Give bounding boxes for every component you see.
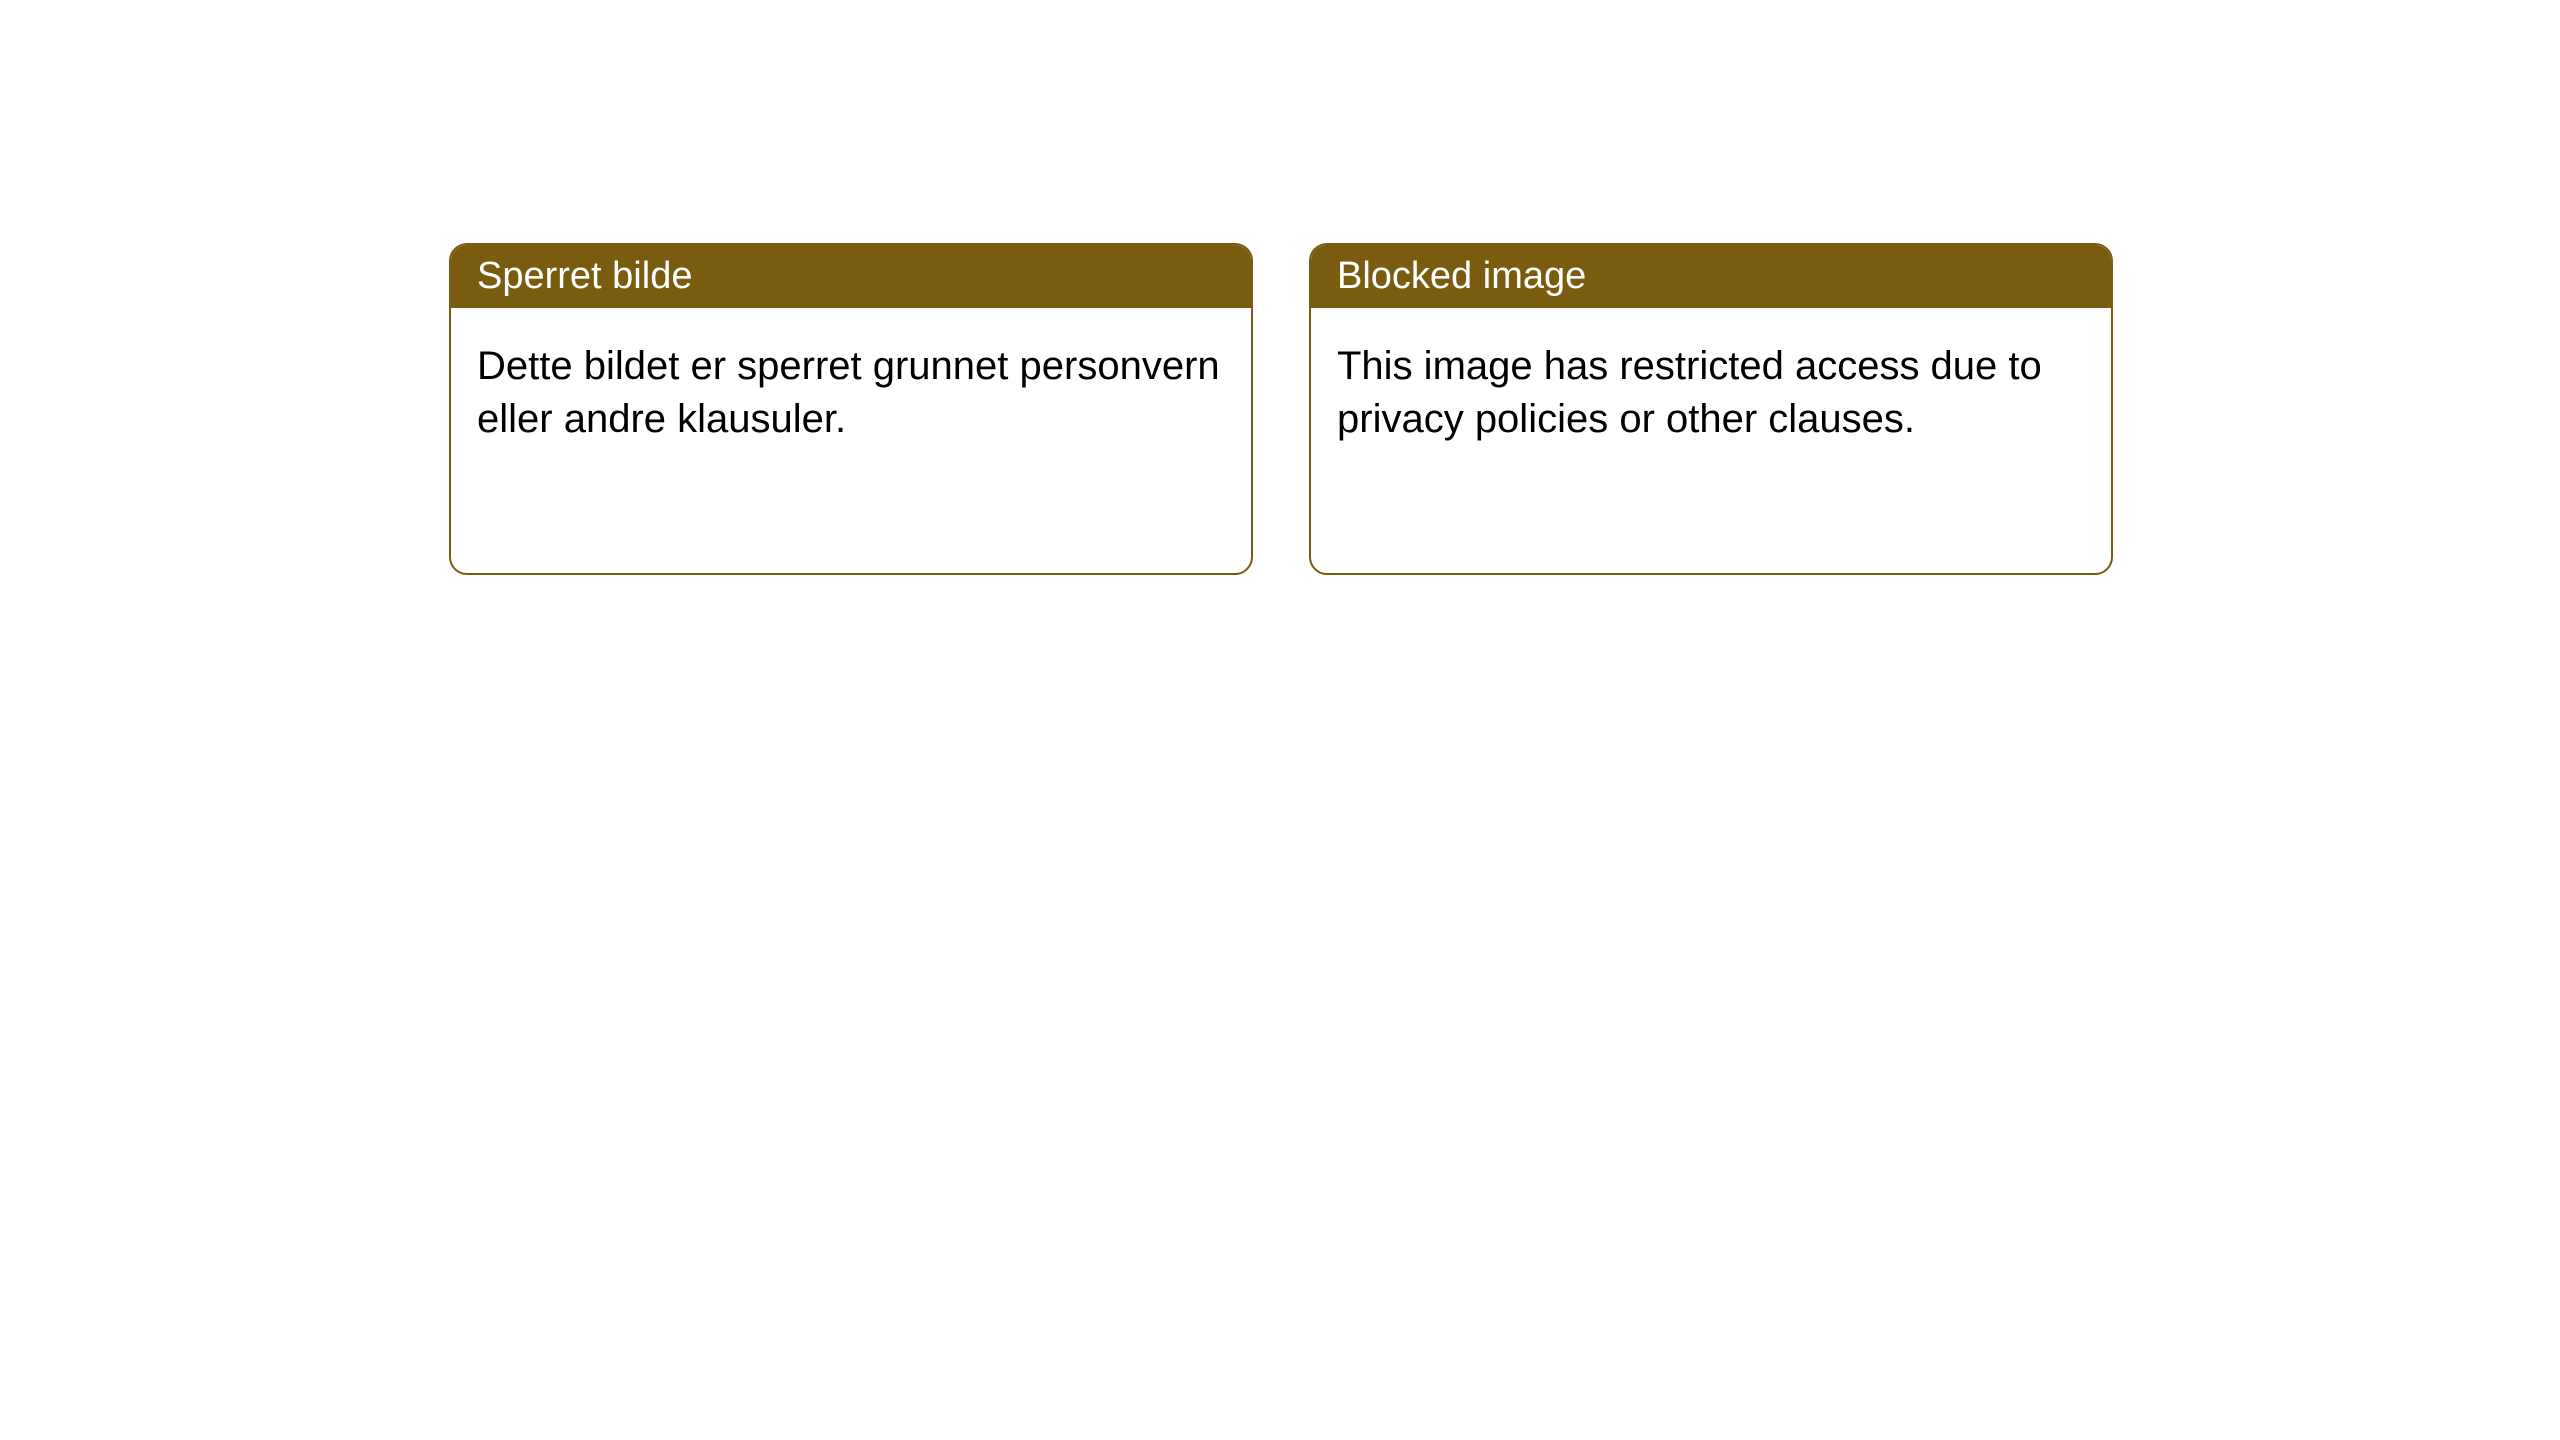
notice-title: Sperret bilde [477, 255, 692, 297]
notice-card-english: Blocked image This image has restricted … [1309, 243, 2113, 575]
notice-body: This image has restricted access due to … [1311, 308, 2111, 478]
notice-header: Blocked image [1311, 245, 2111, 308]
notice-title: Blocked image [1337, 255, 1586, 297]
notice-container: Sperret bilde Dette bildet er sperret gr… [0, 0, 2560, 575]
notice-message: This image has restricted access due to … [1337, 344, 2042, 441]
notice-body: Dette bildet er sperret grunnet personve… [451, 308, 1251, 478]
notice-card-norwegian: Sperret bilde Dette bildet er sperret gr… [449, 243, 1253, 575]
notice-header: Sperret bilde [451, 245, 1251, 308]
notice-message: Dette bildet er sperret grunnet personve… [477, 344, 1220, 441]
